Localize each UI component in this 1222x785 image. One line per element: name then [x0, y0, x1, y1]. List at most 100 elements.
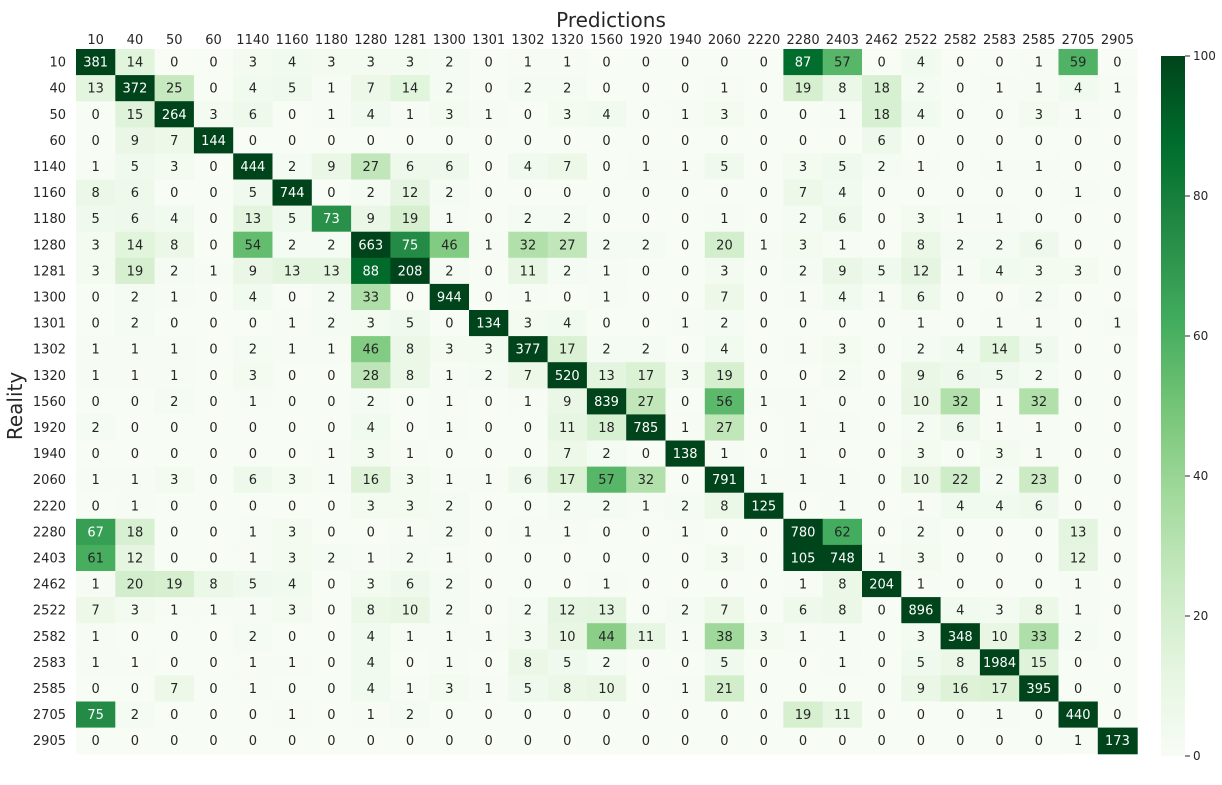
- heatmap-cell-label: 0: [956, 82, 964, 97]
- heatmap-cell-label: 3: [92, 238, 100, 253]
- heatmap-cell-label: 1: [1074, 578, 1082, 593]
- heatmap-cell-label: 2: [602, 238, 610, 253]
- heatmap-cell-label: 0: [760, 578, 768, 593]
- heatmap-cell: [783, 388, 824, 415]
- heatmap-cell-label: 2: [288, 238, 296, 253]
- heatmap-cell: [390, 310, 431, 337]
- heatmap-cell: [1097, 49, 1138, 76]
- heatmap-cell: [704, 414, 745, 442]
- heatmap-cell: [233, 153, 274, 181]
- heatmap-cell: [940, 283, 981, 311]
- heatmap-cell-label: 1: [92, 473, 100, 488]
- heatmap-cell: [233, 597, 274, 624]
- heatmap-cell-label: 1: [170, 290, 178, 305]
- heatmap-cell: [311, 492, 352, 520]
- heatmap-cell-label: 0: [878, 499, 886, 514]
- heatmap-cell: [193, 466, 234, 494]
- heatmap-cell: [704, 49, 745, 76]
- heatmap-cell-label: 2: [327, 551, 335, 566]
- heatmap-cell: [744, 49, 784, 76]
- heatmap-cell: [429, 571, 470, 598]
- heatmap-cell-label: 0: [681, 186, 689, 201]
- heatmap-cell-label: 0: [406, 656, 414, 671]
- heatmap-cell: [744, 649, 784, 676]
- heatmap-cell: [783, 649, 824, 676]
- heatmap-cell: [76, 466, 116, 494]
- heatmap-cell: [744, 518, 784, 546]
- heatmap-cell: [822, 179, 863, 207]
- heatmap-cell-label: 0: [209, 499, 217, 514]
- heatmap-cell: [469, 414, 509, 442]
- heatmap-cell: [940, 205, 981, 233]
- heatmap-cell: [783, 49, 824, 76]
- heatmap-cell-label: 0: [681, 238, 689, 253]
- heatmap-cell: [351, 310, 391, 337]
- heatmap-cell-label: 4: [367, 656, 375, 671]
- heatmap-cell-label: 0: [209, 447, 217, 462]
- heatmap-cell-label: 0: [760, 186, 768, 201]
- y-tick-label: 1302: [33, 343, 66, 358]
- heatmap-cell: [1019, 257, 1060, 285]
- x-tick-label: 2582: [944, 33, 977, 48]
- heatmap-cell: [429, 179, 470, 207]
- heatmap-cell: [115, 414, 156, 442]
- heatmap-cell: [783, 336, 824, 363]
- heatmap-cell-label: 18: [598, 421, 615, 436]
- heatmap-cell-label: 0: [406, 734, 414, 749]
- heatmap-cell: [979, 649, 1020, 676]
- heatmap-cell: [901, 388, 942, 415]
- heatmap-cell-label: 0: [995, 134, 1003, 149]
- heatmap-cell-label: 0: [209, 525, 217, 540]
- heatmap-cell-label: 10: [991, 630, 1008, 645]
- heatmap-cell: [1019, 649, 1060, 676]
- x-tick-label: 1180: [315, 33, 348, 48]
- heatmap-cell-label: 0: [563, 290, 571, 305]
- colorbar-tick-label: 40: [1193, 469, 1208, 483]
- heatmap-cell-label: 1: [1035, 56, 1043, 71]
- heatmap-cell: [351, 649, 391, 676]
- heatmap-cell: [76, 492, 116, 520]
- heatmap-cell: [901, 492, 942, 520]
- heatmap-cell: [429, 101, 470, 128]
- heatmap-cell-label: 2: [170, 395, 178, 410]
- heatmap-cell: [626, 257, 667, 285]
- heatmap-cell: [233, 492, 274, 520]
- heatmap-cell-label: 204: [869, 578, 894, 593]
- heatmap-cell-label: 0: [209, 160, 217, 175]
- heatmap-cell: [193, 388, 234, 415]
- heatmap-cell: [272, 440, 313, 468]
- heatmap-cell-label: 20: [127, 578, 144, 593]
- heatmap-cell: [979, 466, 1020, 494]
- heatmap-cell-label: 46: [362, 343, 379, 358]
- heatmap-cell: [272, 597, 313, 624]
- heatmap-cell: [783, 727, 824, 755]
- heatmap-cell: [193, 623, 234, 650]
- heatmap-cell-label: 0: [799, 682, 807, 697]
- heatmap-cell-label: 0: [1035, 186, 1043, 201]
- heatmap-cell-label: 12: [559, 604, 576, 619]
- heatmap-cell: [822, 492, 863, 520]
- heatmap-cell: [1058, 127, 1099, 154]
- heatmap-cell-label: 791: [712, 473, 737, 488]
- heatmap-cell: [862, 571, 902, 598]
- heatmap-cell-label: 0: [131, 447, 139, 462]
- heatmap-cell: [115, 310, 156, 337]
- heatmap-cell-label: 2: [327, 238, 335, 253]
- heatmap-cell-label: 0: [170, 708, 178, 723]
- heatmap-cell: [311, 649, 352, 676]
- heatmap-cell-label: 4: [956, 499, 964, 514]
- heatmap-cell-label: 2: [406, 708, 414, 723]
- heatmap-cell: [744, 362, 784, 389]
- heatmap-cell-label: 0: [209, 734, 217, 749]
- heatmap-cell: [547, 153, 588, 181]
- heatmap-cell-label: 1: [327, 108, 335, 123]
- heatmap-cell: [351, 597, 391, 624]
- heatmap-cell: [940, 153, 981, 181]
- heatmap-cell: [626, 649, 667, 676]
- heatmap-cell-label: 0: [92, 134, 100, 149]
- heatmap-cell-label: 3: [249, 56, 257, 71]
- heatmap-cell-label: 13: [598, 604, 615, 619]
- heatmap-cell: [901, 310, 942, 337]
- heatmap-cell: [233, 127, 274, 154]
- heatmap-cell-label: 0: [445, 134, 453, 149]
